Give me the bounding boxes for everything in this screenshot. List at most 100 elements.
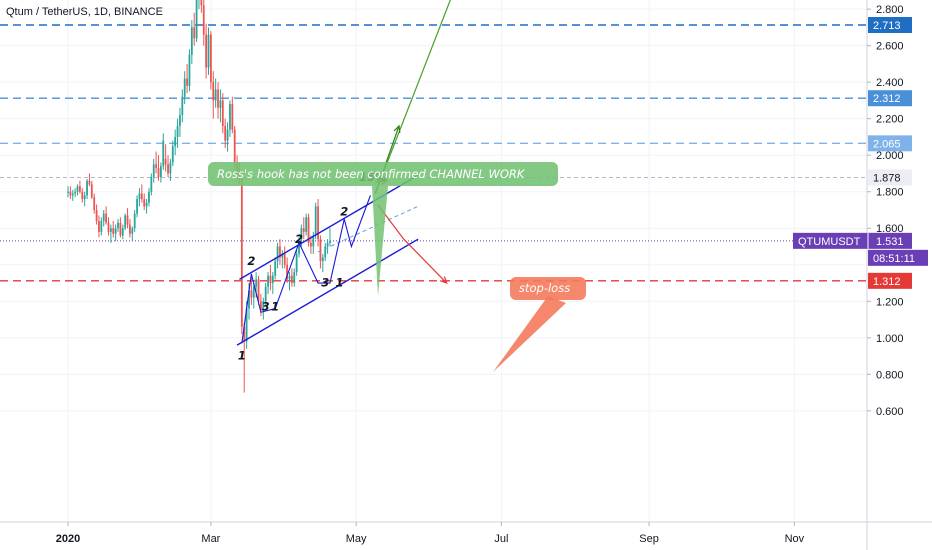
candle-body <box>164 158 167 165</box>
candle-body <box>79 186 81 192</box>
candle-body <box>321 257 324 262</box>
candle-body <box>107 222 110 232</box>
price-tick-label: 2.800 <box>876 4 904 16</box>
level-badge <box>868 17 912 34</box>
channel-lower-line <box>236 238 419 346</box>
level-badge <box>868 272 912 289</box>
price-axis[interactable]: 3.2002.8002.6002.4002.2002.0001.8001.600… <box>867 0 904 418</box>
candle-body <box>317 206 319 240</box>
horizontal-levels <box>0 24 867 282</box>
price-tick-label: 2.200 <box>876 114 904 126</box>
candle-body <box>205 34 208 68</box>
candle-body <box>90 184 93 198</box>
candle-body <box>67 191 69 193</box>
wave-label: 2 <box>340 204 348 218</box>
candle-body <box>226 129 229 141</box>
candle-body <box>176 125 179 137</box>
candle-body <box>81 191 84 200</box>
candle-body <box>286 264 288 280</box>
candle-body <box>121 228 124 236</box>
candle-body <box>283 253 286 265</box>
candle-body <box>314 206 317 236</box>
candle-body <box>229 104 231 130</box>
candle-body <box>290 275 293 284</box>
wave-label: 1 <box>271 299 279 313</box>
candle-body <box>310 242 312 247</box>
grid-lines <box>0 0 867 522</box>
candle-body <box>245 308 248 342</box>
projection-arrowhead <box>393 124 401 134</box>
wave-label: 1 <box>335 276 343 290</box>
candle-body <box>83 195 86 200</box>
candle-body <box>202 5 205 35</box>
price-tick-label: 0.800 <box>876 369 904 381</box>
price-tick-label: 2.600 <box>876 41 904 53</box>
wave-label: 2 <box>295 232 303 246</box>
wave-label: 2 <box>247 254 255 268</box>
price-tick-label: 1.000 <box>876 333 904 345</box>
candle-body <box>188 54 191 86</box>
candle-body <box>167 164 169 174</box>
candle-body <box>209 34 212 83</box>
candle-body <box>302 228 305 232</box>
candle-body <box>138 193 141 200</box>
time-tick-label: Sep <box>639 533 659 545</box>
candle-body <box>255 279 258 287</box>
ross-hook-callout-tail <box>372 186 388 296</box>
price-tick-label: 2.000 <box>876 150 904 162</box>
candle-body <box>312 235 315 247</box>
ross-hook-callout[interactable] <box>208 162 558 186</box>
price-tick-label: 2.400 <box>876 77 904 89</box>
candle-body <box>195 0 198 39</box>
candle-body <box>264 286 267 302</box>
level-badge-text: 2.065 <box>873 138 901 150</box>
candle-body <box>276 246 279 262</box>
candle-body <box>100 220 103 232</box>
candle-body <box>105 213 108 223</box>
candle-body <box>157 167 160 178</box>
candle-body <box>267 275 269 287</box>
level-badge-text: 1.312 <box>873 276 901 288</box>
candle-body <box>329 241 331 243</box>
symbol-badge-text: QTUMUSDT <box>798 236 861 248</box>
candle-body <box>143 199 146 207</box>
chart-title: Qtum / TetherUS, 1D, BINANCE <box>6 6 163 18</box>
candle-body <box>269 275 272 284</box>
stop-loss-callout-tail <box>493 296 566 372</box>
level-badge-text: 2.312 <box>873 93 901 105</box>
candle-body <box>133 213 136 229</box>
candle-body <box>271 275 274 284</box>
wave-label: 3 <box>262 299 270 313</box>
price-tick-label: 0.600 <box>876 406 904 418</box>
stop-loss-callout-text: stop-loss <box>519 281 571 295</box>
candle-body <box>186 78 188 86</box>
candle-body <box>109 228 112 232</box>
current-price-text: 1.531 <box>876 236 904 248</box>
candle-body <box>257 279 260 302</box>
candle-body <box>136 199 138 214</box>
candle-body <box>124 215 127 229</box>
candle-body <box>274 261 277 276</box>
candle-body <box>307 217 310 243</box>
price-tick-label: 1.800 <box>876 187 904 199</box>
candle-body <box>240 177 243 327</box>
level-badge <box>868 169 912 186</box>
candle-body <box>117 222 119 229</box>
candle-body <box>145 202 148 207</box>
candle-body <box>76 186 79 192</box>
candle-body <box>102 213 105 221</box>
price-tick-label: 1.200 <box>876 296 904 308</box>
candle-body <box>214 89 217 101</box>
candle-body <box>252 286 255 298</box>
candle-body <box>224 125 227 141</box>
price-badges: 3.0312.7132.3122.0651.8781.312QTUMUSDT1.… <box>793 17 928 289</box>
candle-body <box>183 78 186 97</box>
candle-body <box>281 253 284 258</box>
time-tick-label: Mar <box>201 533 220 545</box>
candle-body <box>288 275 291 280</box>
candle-body <box>193 27 196 39</box>
time-axis[interactable]: 2020 Mar May Jul Sep Nov <box>56 522 805 545</box>
candle-body <box>155 164 158 168</box>
stop-loss-callout[interactable] <box>510 277 586 300</box>
